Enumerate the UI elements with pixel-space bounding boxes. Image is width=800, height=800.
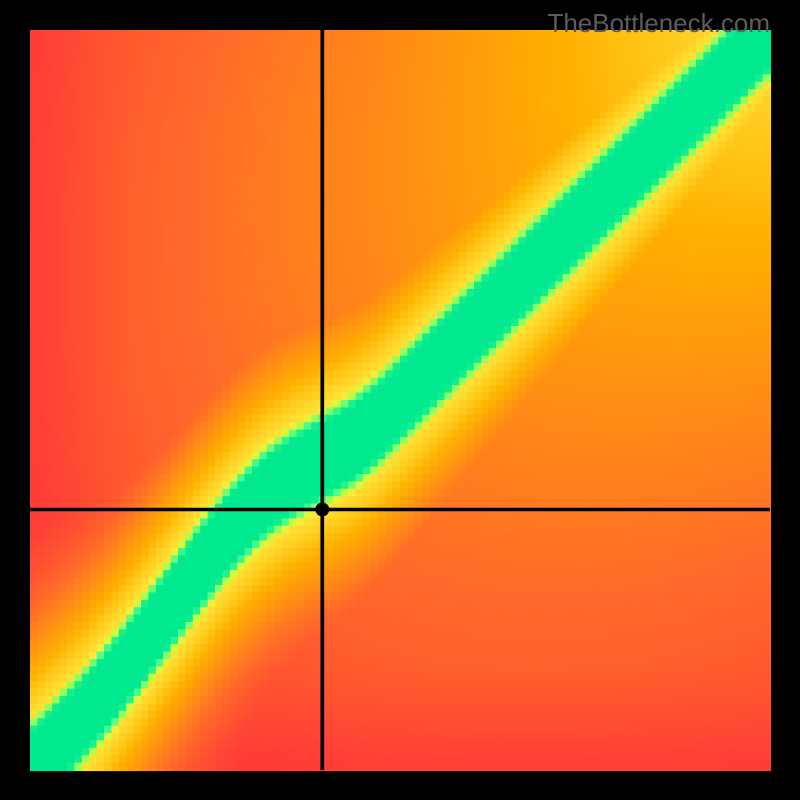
watermark-text: TheBottleneck.com bbox=[547, 8, 770, 39]
bottleneck-heatmap bbox=[0, 0, 800, 800]
chart-container: TheBottleneck.com bbox=[0, 0, 800, 800]
